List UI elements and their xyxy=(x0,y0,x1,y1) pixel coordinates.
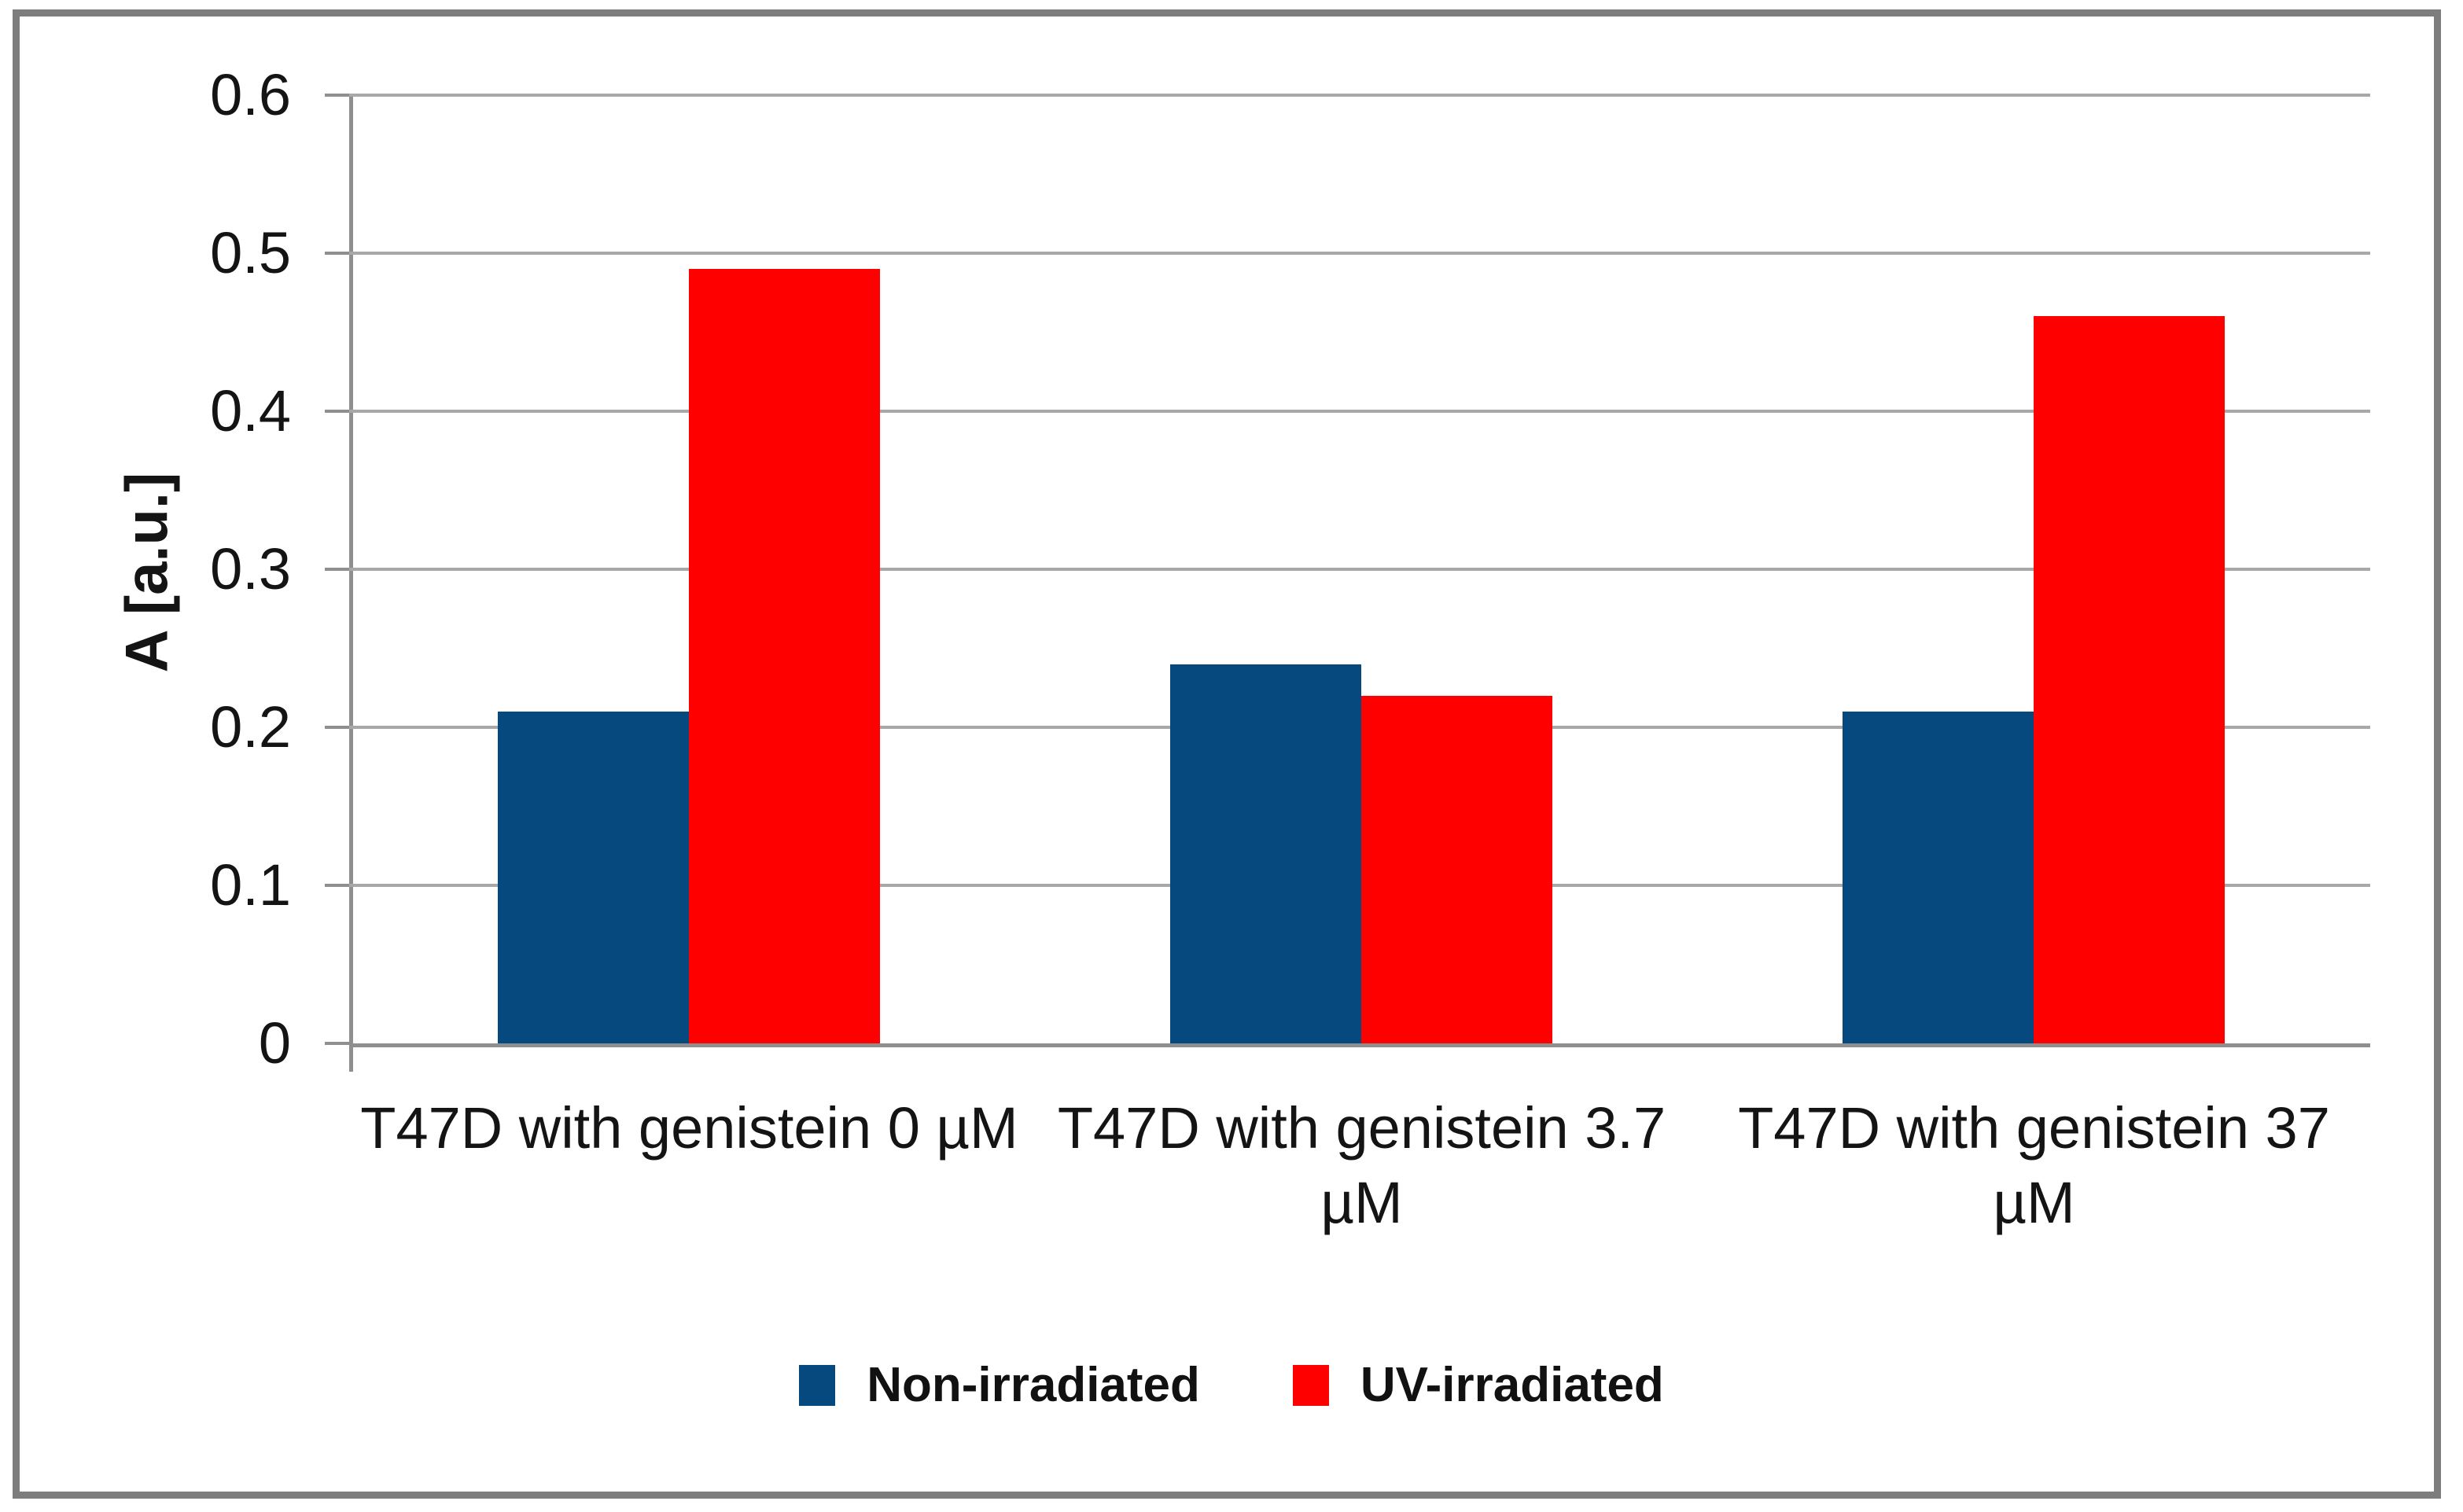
x-category-labels: T47D with genistein 0 µM T47D with genist… xyxy=(353,1091,2370,1240)
x-category-cell: T47D with genistein 0 µM xyxy=(353,1091,1025,1240)
gridline xyxy=(349,94,2370,97)
gridline xyxy=(349,252,2370,255)
bar-non-irradiated xyxy=(1843,711,2034,1043)
y-tick-label: 0.2 xyxy=(210,694,291,760)
legend-item: UV-irradiated xyxy=(1292,1357,1664,1413)
y-tick-mark xyxy=(325,410,349,413)
x-category-label: T47D with genistein 0 µM xyxy=(360,1095,1018,1161)
legend-label: Non-irradiated xyxy=(867,1358,1200,1412)
legend-swatch xyxy=(799,1364,836,1406)
bar-group xyxy=(1025,95,1698,1043)
y-tick-mark xyxy=(325,884,349,887)
x-axis-origin-tick xyxy=(349,1043,353,1072)
x-category-cell: T47D with genistein 3.7 µM xyxy=(1025,1091,1698,1240)
y-tick-mark xyxy=(325,726,349,729)
legend: Non-irradiated UV-irradiated xyxy=(0,1357,2463,1413)
x-category-label: T47D with genistein 3.7 µM xyxy=(1057,1095,1666,1235)
y-tick-label: 0 xyxy=(258,1010,291,1076)
bar-group xyxy=(1698,95,2370,1043)
y-tick-label: 0.1 xyxy=(210,852,291,918)
bar-non-irradiated xyxy=(498,711,689,1043)
y-tick-mark xyxy=(325,94,349,97)
y-tick-label: 0.3 xyxy=(210,536,291,601)
y-tick-mark xyxy=(325,568,349,571)
bar-uv-irradiated xyxy=(1361,695,1552,1043)
bar-groups-layer xyxy=(353,95,2370,1043)
x-category-label: T47D with genistein 37 µM xyxy=(1738,1095,2330,1235)
bar-uv-irradiated xyxy=(2034,316,2225,1043)
gridline xyxy=(349,410,2370,413)
legend-label: UV-irradiated xyxy=(1360,1358,1664,1412)
y-tick-label: 0.4 xyxy=(210,378,291,443)
gridline xyxy=(349,568,2370,571)
y-tick-mark xyxy=(325,252,349,255)
x-category-cell: T47D with genistein 37 µM xyxy=(1698,1091,2370,1240)
bar-group xyxy=(353,95,1025,1043)
y-tick-label: 0.6 xyxy=(210,62,291,127)
bar-uv-irradiated xyxy=(689,269,880,1043)
legend-swatch xyxy=(1292,1364,1329,1406)
bar-non-irradiated xyxy=(1170,664,1361,1043)
y-tick-label: 0.5 xyxy=(210,220,291,285)
plot-area xyxy=(325,94,2370,1072)
y-tick-mark xyxy=(325,1042,349,1045)
legend-item: Non-irradiated xyxy=(799,1357,1200,1413)
